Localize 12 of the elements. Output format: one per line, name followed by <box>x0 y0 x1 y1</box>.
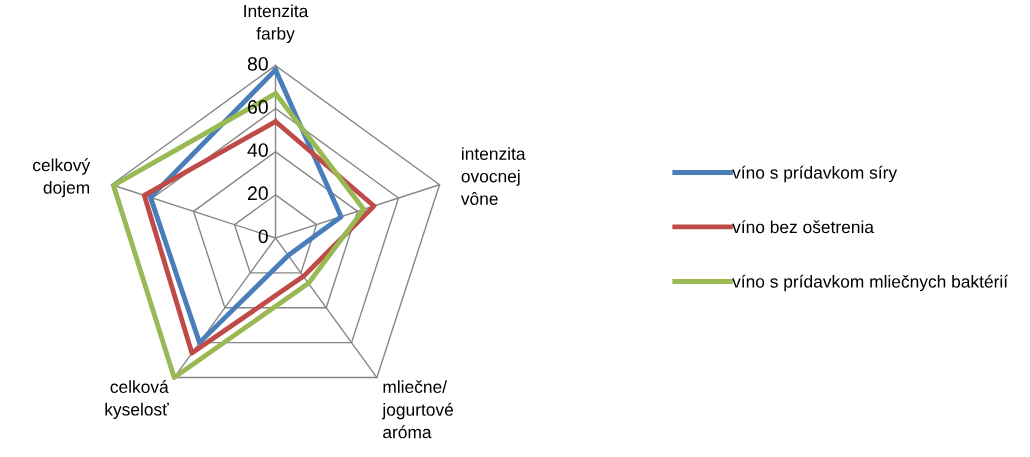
spoke-label: celková kyselosť <box>105 380 169 420</box>
spoke-label: mliečne/ jogurtové aróma <box>381 380 454 439</box>
legend-label: víno s prídavkom síry <box>732 165 898 183</box>
legend-label: víno bez ošetrenia <box>732 220 874 234</box>
spoke-label: celkový dojem <box>33 158 91 198</box>
legend-label: víno s prídavkom mliečnych baktérií <box>732 274 1008 292</box>
y-tick-label: 0 <box>258 229 268 244</box>
y-tick-label: 80 <box>247 56 268 71</box>
spoke-label: Intenzita farby <box>244 4 309 44</box>
y-tick-label: 40 <box>247 143 268 157</box>
spoke-label: intenzita ovocnej vône <box>460 147 526 205</box>
y-tick-label: 20 <box>247 186 268 201</box>
